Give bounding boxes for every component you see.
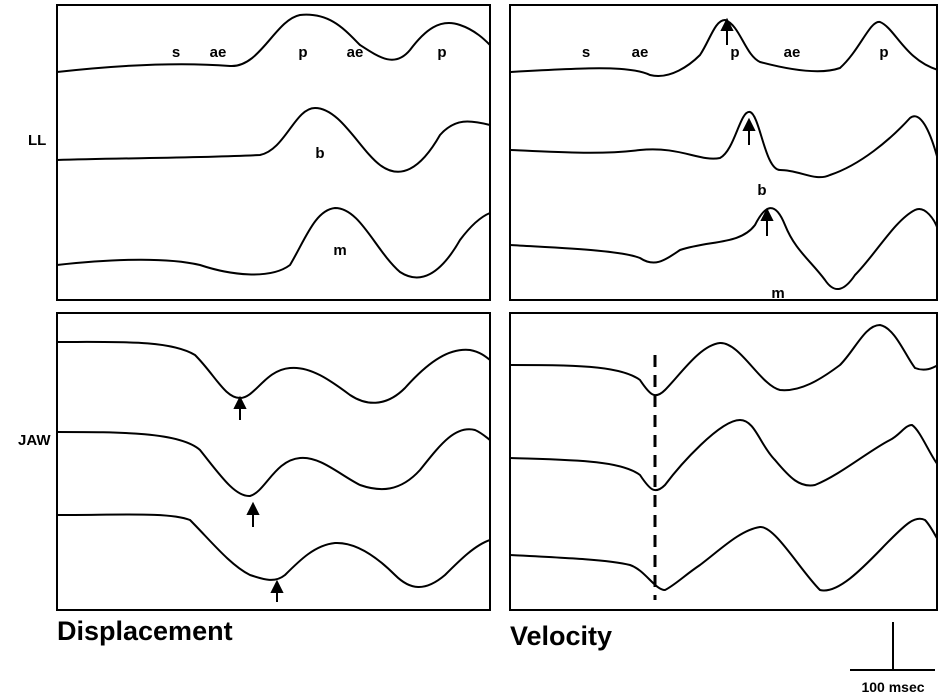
trace <box>56 513 491 588</box>
trace <box>509 18 938 77</box>
row-label: LL <box>28 132 46 149</box>
phoneme-label: b <box>757 182 766 199</box>
phoneme-label: m <box>771 285 784 302</box>
trace <box>56 206 491 279</box>
trace <box>56 340 491 404</box>
phoneme-label: m <box>333 242 346 259</box>
phoneme-label: s <box>172 44 180 61</box>
phoneme-label: s <box>582 44 590 61</box>
trace <box>509 418 938 492</box>
arrows <box>233 17 774 602</box>
trace <box>509 111 938 179</box>
trace <box>56 106 491 173</box>
phoneme-label: p <box>437 44 446 61</box>
panel-frame <box>509 312 938 611</box>
phoneme-label: ae <box>347 44 364 61</box>
phoneme-label: ae <box>210 44 227 61</box>
trace <box>509 517 938 592</box>
panel-frame <box>56 312 491 611</box>
phoneme-label: p <box>730 44 739 61</box>
column-title: Displacement <box>57 616 233 646</box>
trace <box>56 428 491 498</box>
column-title: Velocity <box>510 621 612 651</box>
phoneme-label: p <box>879 44 888 61</box>
trace <box>56 13 491 73</box>
panel-frame <box>509 4 938 301</box>
scale-bar-label: 100 msec <box>861 679 924 695</box>
phoneme-label: ae <box>632 44 649 61</box>
row-label: JAW <box>18 432 51 449</box>
phoneme-label: p <box>298 44 307 61</box>
trace <box>509 207 938 290</box>
trace <box>509 323 938 397</box>
panel-frame <box>56 4 491 301</box>
phoneme-label: ae <box>784 44 801 61</box>
phoneme-label: b <box>315 145 324 162</box>
